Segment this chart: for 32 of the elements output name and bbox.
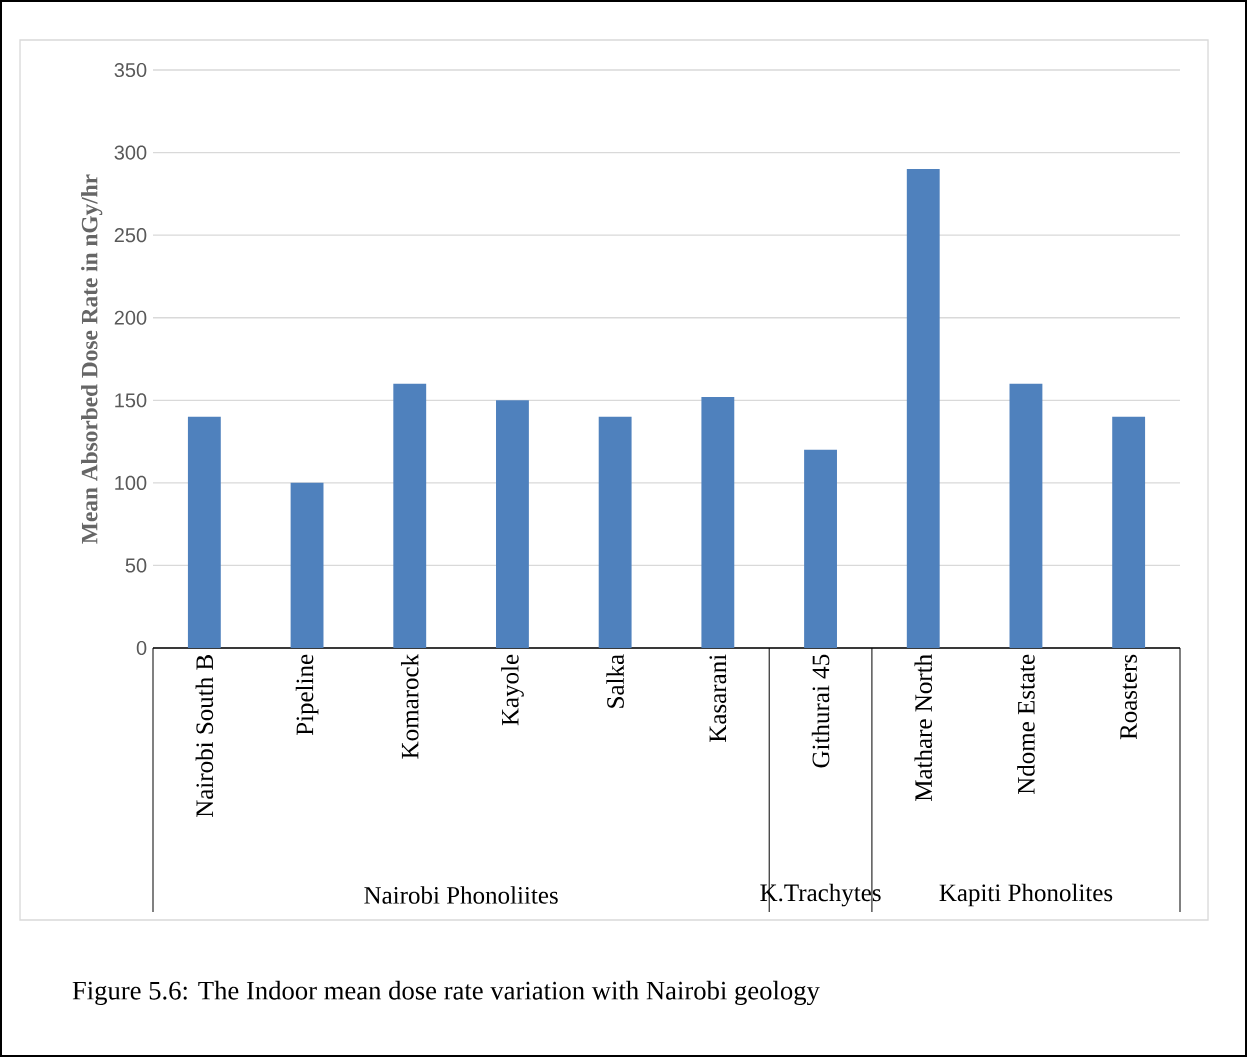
x-tick-label: Kayole [501, 654, 524, 726]
bar [1112, 416, 1146, 648]
y-tick-label: 350 [114, 62, 147, 78]
text: Kapiti Phonolites [939, 883, 1113, 907]
y-tick-label: 150 [115, 393, 147, 408]
x-tick-label: Mathare North [914, 654, 933, 802]
bar [496, 400, 529, 648]
x-tick-label: Kasarani [709, 654, 727, 742]
y-tick-label: 50 [125, 558, 147, 573]
bar [1009, 383, 1043, 648]
y-tick-label: 250 [114, 228, 147, 243]
x-tick-label: Roasters [1120, 654, 1137, 740]
x-tick-label: Salka [606, 654, 624, 708]
y-tick-label: 100 [115, 475, 147, 490]
x-tick-label: Komarock [400, 653, 419, 759]
bar [393, 383, 427, 648]
x-tick-label: Nairobi South B [195, 655, 214, 818]
y-tick-label: 0 [136, 640, 147, 656]
bar [804, 449, 837, 648]
x-tick-label: Githurai 45 [811, 654, 830, 768]
x-tick-label: Pipeline [295, 654, 319, 736]
bar [290, 482, 324, 648]
text: Nairobi Phonoliites [364, 886, 558, 904]
y-tick-label: 300 [114, 145, 147, 160]
bar [598, 416, 632, 648]
bar [906, 169, 940, 648]
bar [187, 416, 221, 648]
x-tick-label: Ndome Estate [1017, 654, 1035, 795]
caption: Figure 5.6: The Indoor mean dose rate variation with Nairobi geology [72, 980, 820, 1006]
y-tick-label: 200 [114, 310, 147, 325]
bar [701, 396, 735, 648]
y-axis-title: Mean Absorbed Dose Rate in nGy/hr [81, 174, 103, 544]
